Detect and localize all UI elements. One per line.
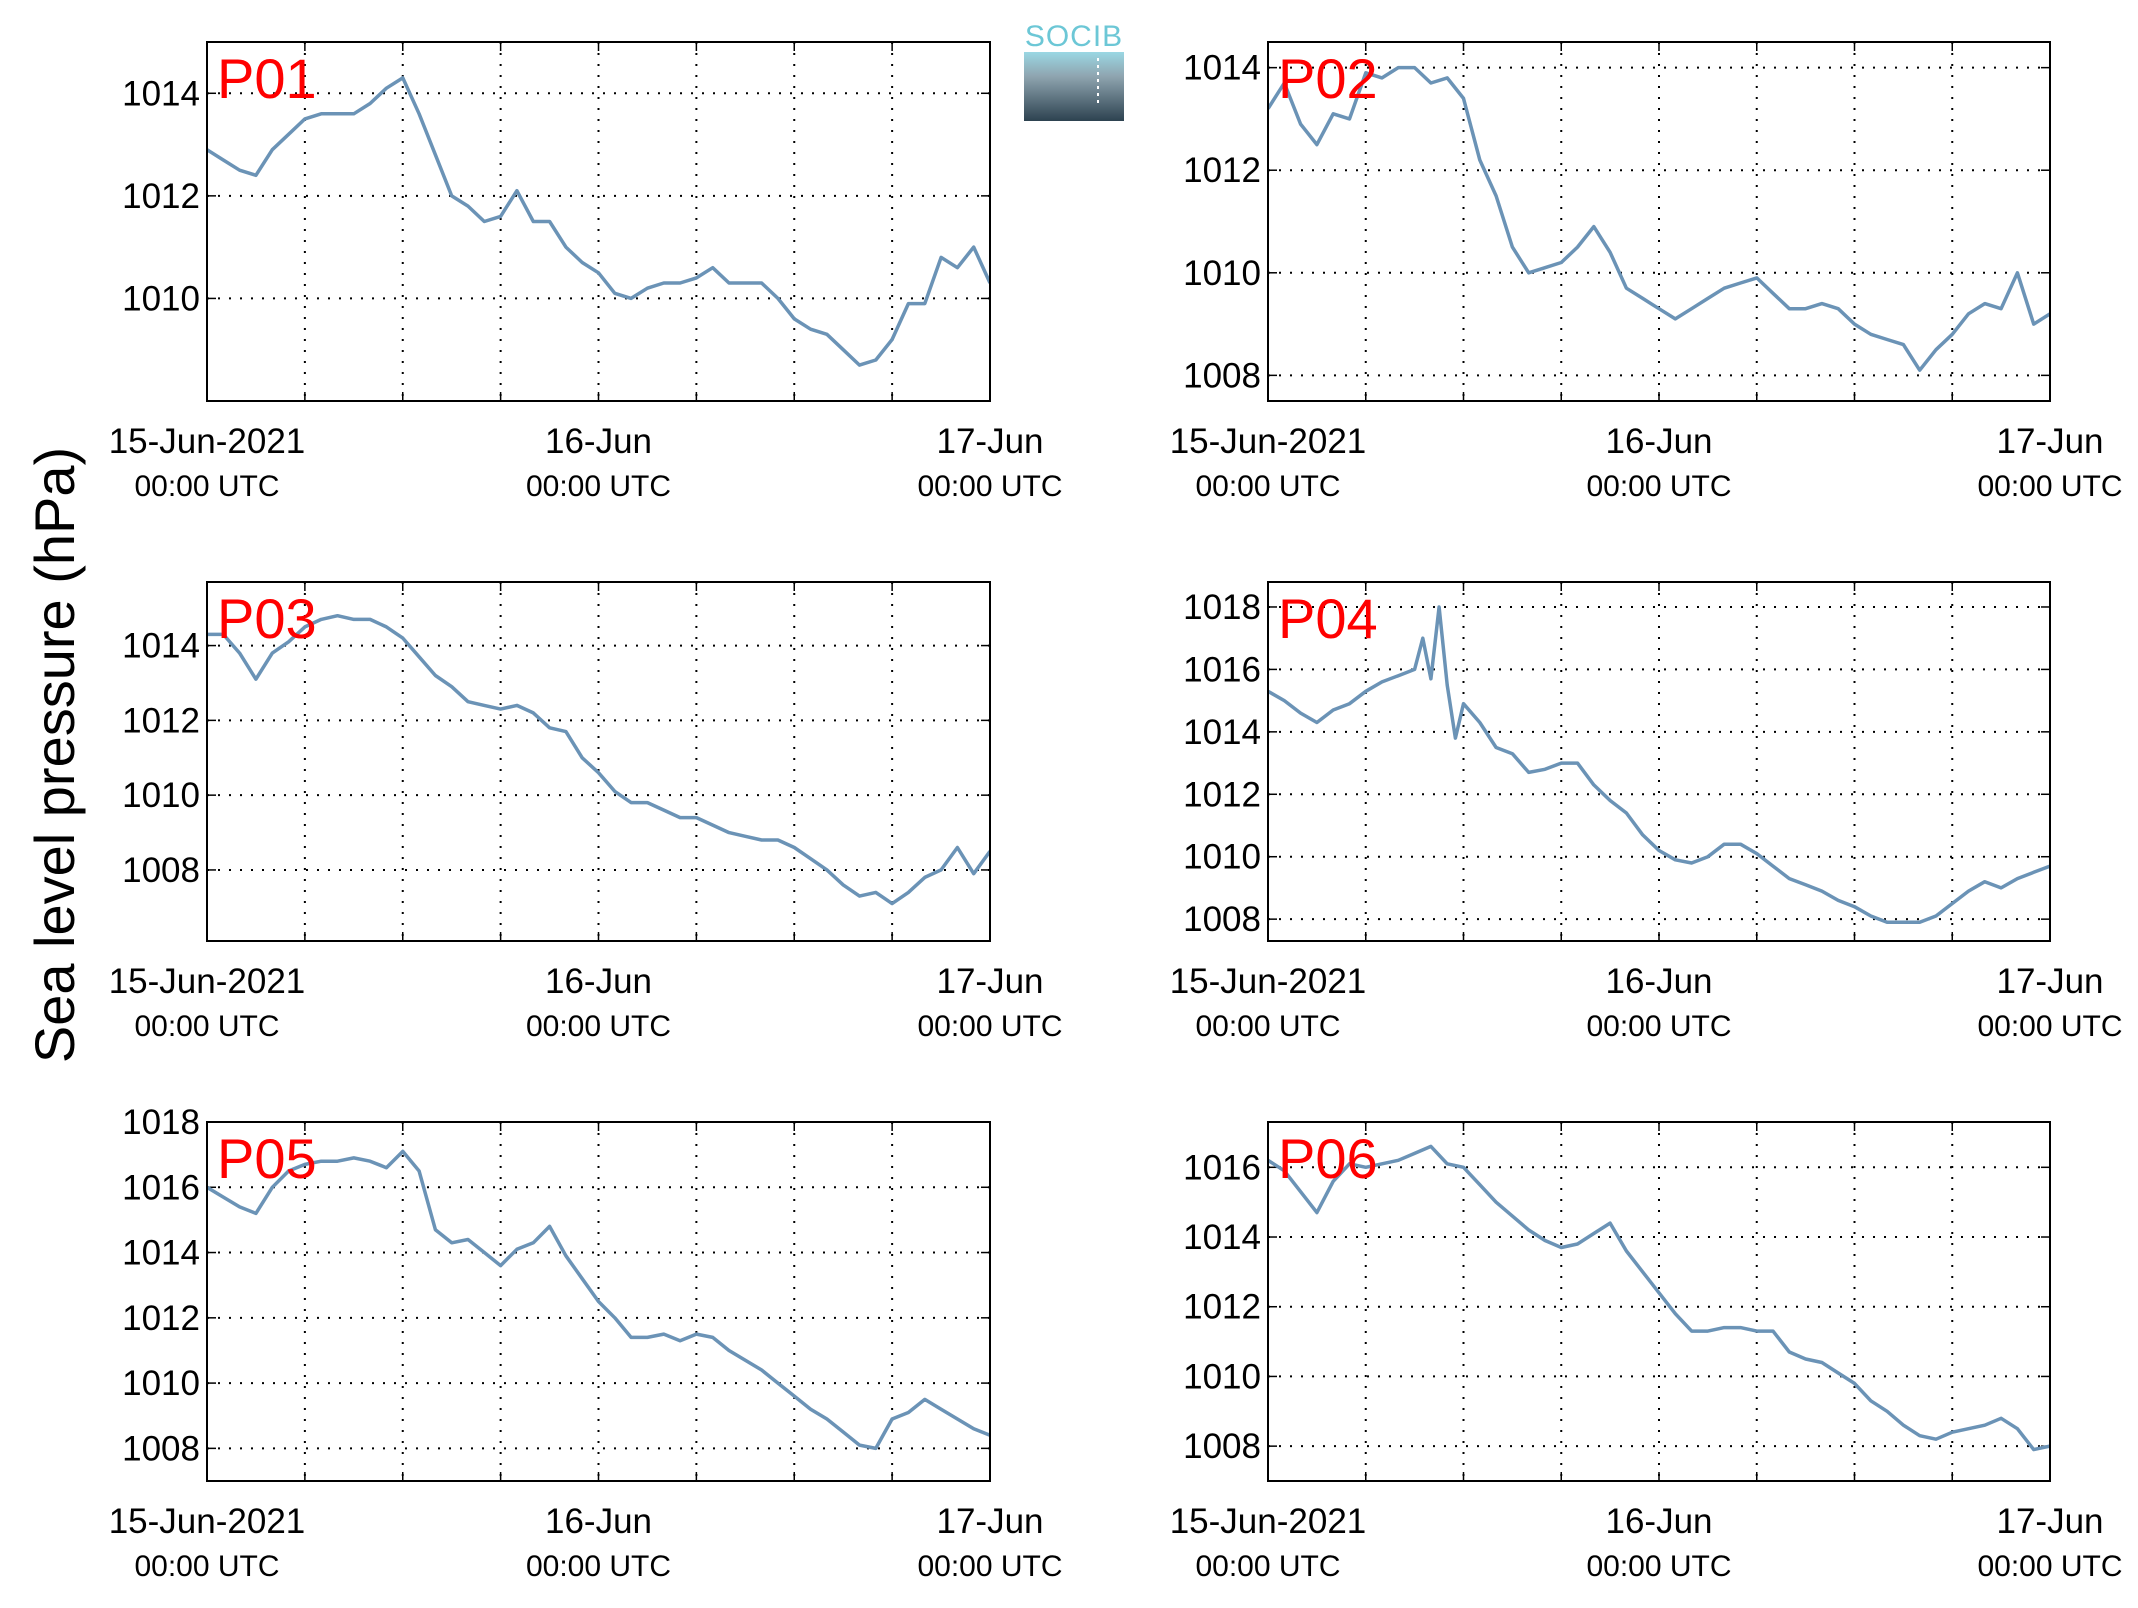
y-tick-label: 1016 — [1183, 1148, 1261, 1187]
y-tick-label: 1014 — [122, 1234, 200, 1273]
y-tick-label: 1010 — [1183, 254, 1261, 293]
y-tick-label: 1008 — [1183, 356, 1261, 395]
series-line — [1268, 1144, 2050, 1452]
x-tick-label: 16-Jun — [545, 1502, 652, 1541]
y-tick-label: 1010 — [122, 1364, 200, 1403]
x-tick-label: 17-Jun — [936, 1502, 1043, 1541]
y-tick-label: 1010 — [122, 279, 200, 318]
x-tick-label: 16-Jun — [1605, 422, 1712, 461]
x-tick-sublabel: 00:00 UTC — [526, 1010, 671, 1043]
y-tick-label: 1012 — [1183, 775, 1261, 814]
x-tick-sublabel: 00:00 UTC — [1586, 470, 1731, 503]
y-tick-label: 1014 — [122, 74, 200, 113]
panel-label: P04 — [1278, 587, 1378, 650]
series-line — [207, 1149, 990, 1451]
x-tick-sublabel: 00:00 UTC — [1195, 1550, 1340, 1583]
y-tick-label: 1014 — [1183, 1218, 1261, 1257]
x-tick-sublabel: 00:00 UTC — [134, 1010, 279, 1043]
x-tick-label: 17-Jun — [1996, 962, 2103, 1001]
panel-p01: 1010 1012 1014 15-Jun-2021 00:00 UTC 16-Jun 00… — [109, 41, 1063, 503]
y-tick-label: 1012 — [122, 1299, 200, 1338]
panel-label: P06 — [1278, 1127, 1378, 1190]
x-tick-label: 16-Jun — [545, 422, 652, 461]
x-tick-label: 16-Jun — [1605, 1502, 1712, 1541]
panel-p02: 1008 1010 1012 1014 15-Jun-2021 00:00 UTC 16-J… — [1170, 41, 2123, 503]
plot-frame — [206, 581, 991, 942]
x-tick-label: 15-Jun-2021 — [109, 422, 306, 461]
x-tick-sublabel: 00:00 UTC — [917, 1550, 1062, 1583]
panel-label: P01 — [217, 47, 317, 110]
panel-p06: 1008 1010 1012 1014 1016 15-Jun-2021 00:00 UTC… — [1170, 1121, 2123, 1583]
x-tick-sublabel: 00:00 UTC — [1195, 470, 1340, 503]
y-tick-label: 1010 — [122, 776, 200, 815]
x-tick-sublabel: 00:00 UTC — [1195, 1010, 1340, 1043]
x-tick-label: 16-Jun — [1605, 962, 1712, 1001]
panel-p05: 1008 1010 1012 1014 1016 1018 15-Jun-2021 00:00… — [109, 1103, 1063, 1583]
y-tick-label: 1014 — [1183, 713, 1261, 752]
panel-label: P05 — [217, 1127, 317, 1190]
x-tick-label: 15-Jun-2021 — [1170, 1502, 1367, 1541]
panel-p03: 1008 1010 1012 1014 15-Jun-2021 00:00 UTC 16-J… — [109, 581, 1063, 1043]
plot-frame — [206, 41, 991, 402]
series-line — [1268, 65, 2050, 372]
x-tick-sublabel: 00:00 UTC — [917, 470, 1062, 503]
y-tick-label: 1008 — [1183, 900, 1261, 939]
y-tick-label: 1018 — [122, 1103, 200, 1142]
x-tick-sublabel: 00:00 UTC — [1977, 1010, 2122, 1043]
y-tick-label: 1010 — [1183, 1357, 1261, 1396]
panel-p04: 1008 1010 1012 1014 1016 1018 15-Jun-2021 00:00… — [1170, 581, 2123, 1043]
x-tick-sublabel: 00:00 UTC — [1586, 1010, 1731, 1043]
y-tick-label: 1016 — [1183, 650, 1261, 689]
y-tick-label: 1010 — [1183, 838, 1261, 877]
plot-frame — [1267, 581, 2051, 942]
y-tick-label: 1014 — [1183, 49, 1261, 88]
x-tick-sublabel: 00:00 UTC — [1977, 470, 2122, 503]
logo-text: SOCIB — [1025, 20, 1123, 53]
panels: 1010 1012 1014 15-Jun-2021 00:00 UTC 16-Jun 00… — [109, 41, 2123, 1583]
plot-frame — [206, 1121, 991, 1482]
series-line — [207, 76, 990, 367]
x-tick-sublabel: 00:00 UTC — [134, 470, 279, 503]
x-tick-sublabel: 00:00 UTC — [917, 1010, 1062, 1043]
y-tick-label: 1012 — [1183, 1288, 1261, 1327]
y-tick-label: 1018 — [1183, 588, 1261, 627]
plot-frame — [1267, 41, 2051, 402]
x-tick-sublabel: 00:00 UTC — [526, 1550, 671, 1583]
x-tick-label: 17-Jun — [1996, 1502, 2103, 1541]
logo-block — [1024, 52, 1124, 121]
y-tick-label: 1008 — [122, 851, 200, 890]
y-tick-label: 1012 — [1183, 151, 1261, 190]
y-tick-label: 1012 — [122, 177, 200, 216]
x-tick-sublabel: 00:00 UTC — [1977, 1550, 2122, 1583]
y-tick-label: 1014 — [122, 627, 200, 666]
x-tick-sublabel: 00:00 UTC — [134, 1550, 279, 1583]
x-tick-label: 15-Jun-2021 — [109, 962, 306, 1001]
panel-label: P03 — [217, 587, 317, 650]
x-tick-label: 17-Jun — [1996, 422, 2103, 461]
x-tick-sublabel: 00:00 UTC — [1586, 1550, 1731, 1583]
y-tick-label: 1016 — [122, 1168, 200, 1207]
x-tick-label: 15-Jun-2021 — [1170, 422, 1367, 461]
socib-logo: SOCIB — [1024, 20, 1124, 121]
panel-label: P02 — [1278, 47, 1378, 110]
y-tick-label: 1012 — [122, 701, 200, 740]
x-tick-label: 16-Jun — [545, 962, 652, 1001]
x-tick-sublabel: 00:00 UTC — [526, 470, 671, 503]
x-tick-label: 15-Jun-2021 — [1170, 962, 1367, 1001]
x-tick-label: 17-Jun — [936, 422, 1043, 461]
series-line — [1268, 605, 2050, 925]
y-tick-label: 1008 — [1183, 1427, 1261, 1466]
x-tick-label: 15-Jun-2021 — [109, 1502, 306, 1541]
y-axis-label: Sea level pressure (hPa) — [23, 447, 86, 1063]
plot-frame — [1267, 1121, 2051, 1482]
x-tick-label: 17-Jun — [936, 962, 1043, 1001]
y-tick-label: 1008 — [122, 1429, 200, 1468]
series-line — [207, 613, 990, 906]
